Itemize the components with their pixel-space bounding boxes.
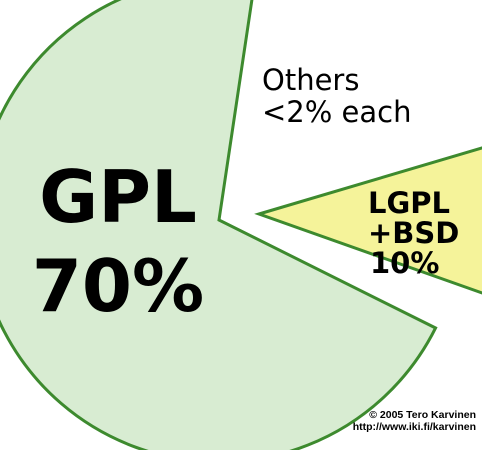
annotation-others-line1: Others <box>262 63 359 97</box>
credit-line2: http://www.iki.fi/karvinen <box>353 421 476 433</box>
credit-line1: © 2005 Tero Karvinen <box>369 409 476 421</box>
slice-value-lgpl: 10% <box>370 246 439 280</box>
pie-slice-gpl <box>0 0 438 450</box>
slice-label-lgpl-line2: +BSD <box>368 216 459 250</box>
slice-value-gpl: 70% <box>32 244 204 328</box>
slice-label-gpl: GPL <box>39 155 197 239</box>
slice-label-lgpl-line1: LGPL <box>368 186 450 220</box>
pie-slice-lgpl-bsd <box>254 146 482 295</box>
annotation-others-line2: <2% each <box>262 95 411 129</box>
